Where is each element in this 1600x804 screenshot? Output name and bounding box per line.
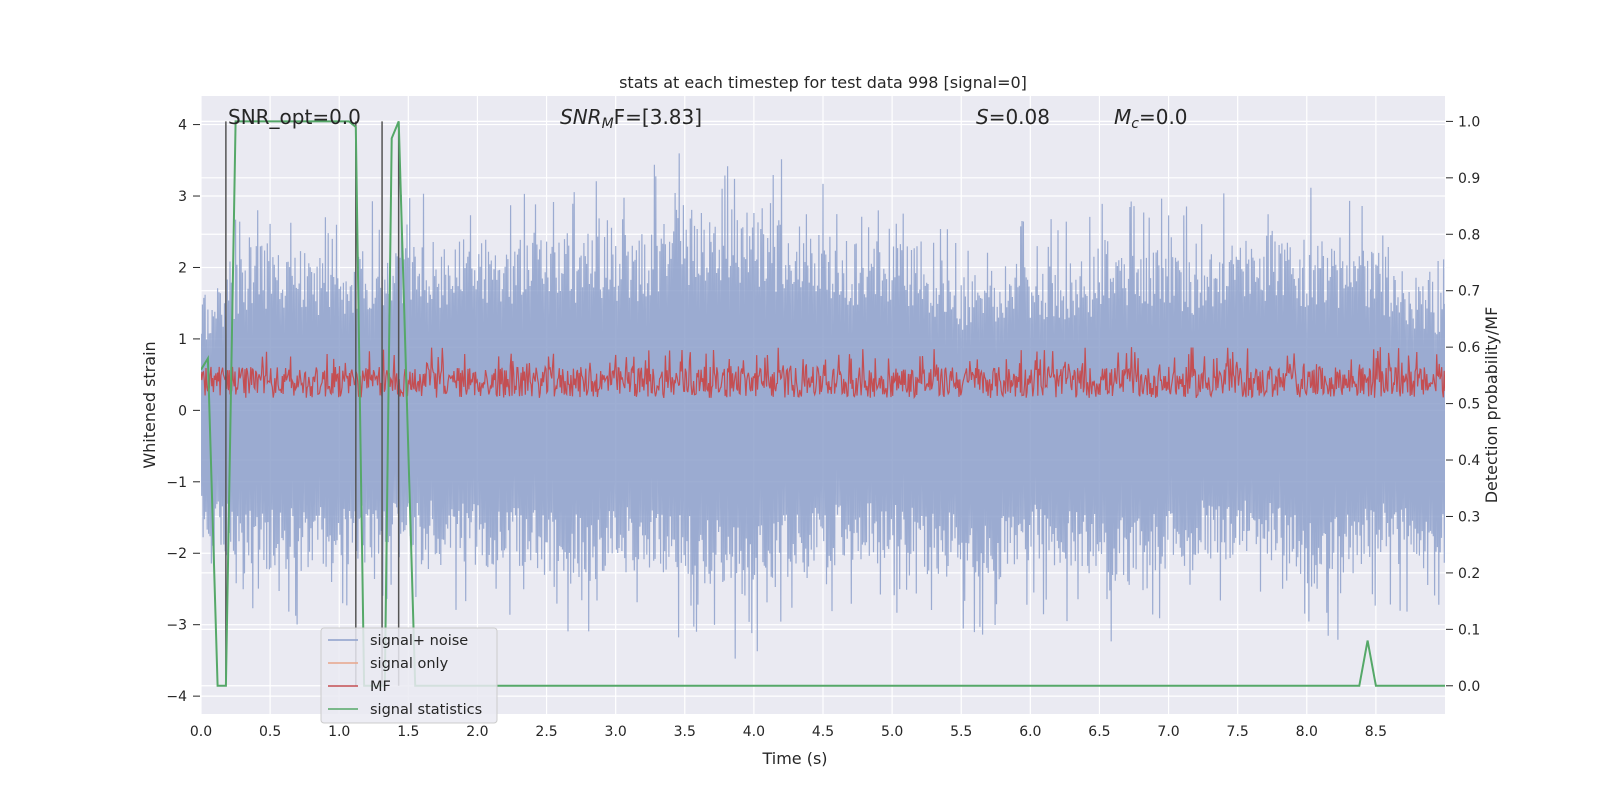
x-tick-label: 0.0 bbox=[190, 724, 212, 740]
y-tick-label-left: 2 bbox=[178, 260, 187, 276]
x-tick-label: 0.5 bbox=[259, 724, 281, 740]
series-signal-noise-line bbox=[201, 153, 1445, 659]
x-tick-label: 4.0 bbox=[743, 724, 765, 740]
y-tick-label-right: 0.1 bbox=[1458, 622, 1480, 638]
legend: signal+ noise signal only MF signal stat… bbox=[320, 627, 498, 724]
series-mf-line bbox=[201, 347, 1445, 400]
x-tick-label: 5.0 bbox=[881, 724, 903, 740]
annotation-mc-value: =0.0 bbox=[1139, 105, 1188, 129]
y-tick-label-right: 0.8 bbox=[1458, 227, 1480, 243]
y-tick-label-left: −3 bbox=[166, 618, 187, 634]
x-tick-label: 6.0 bbox=[1019, 724, 1041, 740]
annotation-s-value: =0.08 bbox=[989, 105, 1050, 129]
chart-title: stats at each timestep for test data 998… bbox=[619, 73, 1027, 92]
annotation-mc: Mc=0.0 bbox=[1114, 105, 1188, 132]
annotation-snr-mf: SNRMF=[3.83] bbox=[560, 105, 702, 132]
annotation-mc-symbol: M bbox=[1114, 105, 1131, 129]
y-tick-label-right: 0.2 bbox=[1458, 566, 1480, 582]
legend-label-signal-statistics: signal statistics bbox=[370, 702, 482, 718]
y-tick-label-right: 0.0 bbox=[1458, 679, 1480, 695]
annotation-snr-mf-value: F=[3.83] bbox=[614, 105, 702, 129]
y-tick-label-left: 3 bbox=[178, 189, 187, 205]
x-tick-label: 2.0 bbox=[466, 724, 488, 740]
legend-label-signal-only: signal only bbox=[370, 656, 449, 672]
y-tick-label-right: 0.9 bbox=[1458, 171, 1480, 187]
annotation-mc-subscript: c bbox=[1131, 116, 1139, 132]
annotation-s-symbol: S bbox=[976, 105, 989, 129]
y-tick-label-left: 4 bbox=[178, 118, 187, 134]
y-tick-label-left: 1 bbox=[178, 332, 187, 348]
x-tick-label: 8.0 bbox=[1296, 724, 1318, 740]
x-tick-label: 1.5 bbox=[397, 724, 419, 740]
legend-label-mf: MF bbox=[370, 679, 391, 695]
x-tick-label: 3.0 bbox=[605, 724, 627, 740]
x-tick-label: 1.0 bbox=[328, 724, 350, 740]
annotation-snr-mf-subscript: M bbox=[602, 116, 614, 132]
x-axis-label: Time (s) bbox=[761, 749, 827, 768]
y-tick-label-right: 0.6 bbox=[1458, 340, 1480, 356]
x-tick-label: 8.5 bbox=[1365, 724, 1387, 740]
annotation-snr-opt: SNR_opt=0.0 bbox=[228, 105, 361, 129]
y-tick-label-right: 0.5 bbox=[1458, 397, 1480, 413]
y-tick-label-left: 0 bbox=[178, 403, 187, 419]
y-tick-label-right: 0.3 bbox=[1458, 509, 1480, 525]
x-tick-label: 5.5 bbox=[950, 724, 972, 740]
y-tick-label-right: 0.4 bbox=[1458, 453, 1480, 469]
tick-labels: 0.0 0.5 1.0 1.5 2.0 2.5 3.0 3.5 4.0 4.5 5.0 5.5 6.0 6… bbox=[166, 114, 1480, 740]
x-tick-label: 3.5 bbox=[674, 724, 696, 740]
annotation-s: S=0.08 bbox=[976, 105, 1050, 129]
y-tick-label-left: −2 bbox=[166, 546, 187, 562]
y-tick-label-left: −1 bbox=[166, 475, 187, 491]
x-tick-label: 6.5 bbox=[1088, 724, 1110, 740]
legend-label-signal-noise: signal+ noise bbox=[370, 633, 468, 649]
y-tick-label-right: 1.0 bbox=[1458, 114, 1480, 130]
y-axis-label-left: Whitened strain bbox=[140, 341, 159, 468]
y-axis-label-right: Detection probability/MF bbox=[1482, 307, 1501, 504]
y-tick-label-left: −4 bbox=[166, 689, 187, 705]
annotation-snr-mf-symbol: SNR bbox=[560, 105, 602, 129]
x-tick-label: 7.5 bbox=[1227, 724, 1249, 740]
legend-box bbox=[320, 627, 498, 724]
x-tick-label: 7.0 bbox=[1157, 724, 1179, 740]
y-tick-label-right: 0.7 bbox=[1458, 284, 1480, 300]
x-tick-label: 4.5 bbox=[812, 724, 834, 740]
x-tick-label: 2.5 bbox=[535, 724, 557, 740]
